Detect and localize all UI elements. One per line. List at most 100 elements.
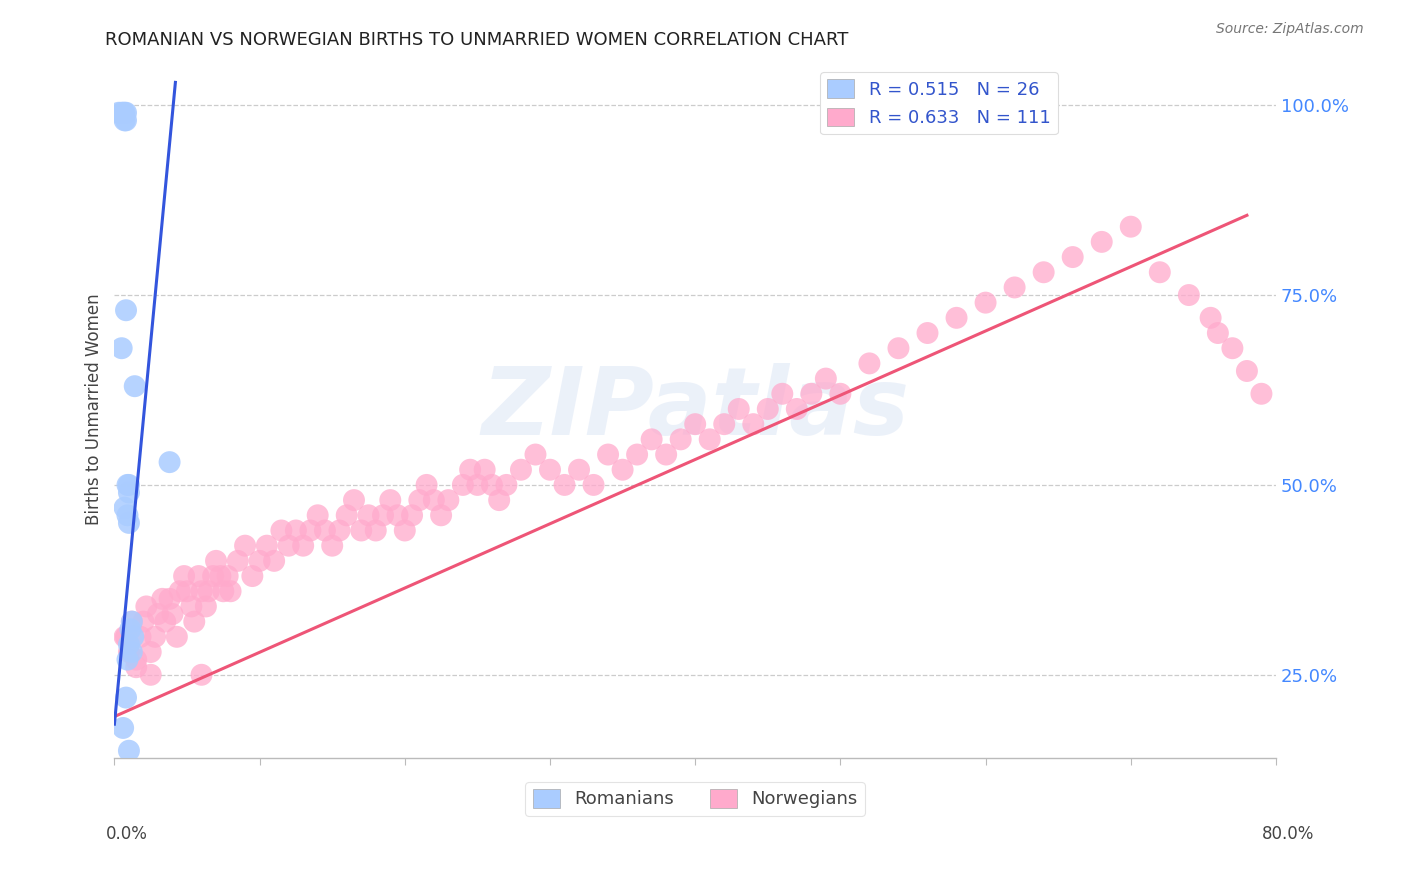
Point bbox=[1206, 326, 1229, 340]
Point bbox=[118, 485, 141, 500]
Point bbox=[256, 539, 278, 553]
Point bbox=[205, 554, 228, 568]
Point bbox=[742, 417, 765, 432]
Point bbox=[190, 667, 212, 681]
Point bbox=[125, 652, 148, 666]
Point bbox=[114, 113, 136, 128]
Point bbox=[121, 615, 143, 629]
Point bbox=[270, 524, 292, 538]
Point bbox=[202, 569, 225, 583]
Point bbox=[139, 645, 162, 659]
Point bbox=[415, 478, 437, 492]
Y-axis label: Births to Unmarried Women: Births to Unmarried Women bbox=[86, 293, 103, 524]
Point bbox=[713, 417, 735, 432]
Point bbox=[162, 607, 184, 621]
Point bbox=[112, 721, 135, 735]
Point bbox=[233, 539, 256, 553]
Point bbox=[1222, 341, 1244, 355]
Point bbox=[143, 630, 166, 644]
Point bbox=[626, 448, 648, 462]
Point bbox=[240, 569, 263, 583]
Point bbox=[120, 622, 142, 636]
Point bbox=[125, 660, 148, 674]
Point bbox=[800, 386, 823, 401]
Text: Source: ZipAtlas.com: Source: ZipAtlas.com bbox=[1216, 22, 1364, 37]
Point bbox=[394, 524, 416, 538]
Point bbox=[169, 584, 191, 599]
Point bbox=[209, 569, 232, 583]
Point bbox=[814, 371, 837, 385]
Point bbox=[321, 539, 343, 553]
Point bbox=[111, 341, 134, 355]
Point bbox=[180, 599, 202, 614]
Point bbox=[488, 493, 510, 508]
Point bbox=[284, 524, 307, 538]
Point bbox=[582, 478, 605, 492]
Point bbox=[150, 591, 173, 606]
Point bbox=[974, 295, 997, 310]
Point bbox=[121, 645, 143, 659]
Point bbox=[481, 478, 503, 492]
Point bbox=[1199, 310, 1222, 325]
Point bbox=[830, 386, 852, 401]
Point bbox=[263, 554, 285, 568]
Point bbox=[467, 478, 489, 492]
Point bbox=[159, 455, 181, 469]
Point bbox=[917, 326, 939, 340]
Point bbox=[699, 433, 721, 447]
Text: 0.0%: 0.0% bbox=[105, 825, 148, 843]
Point bbox=[307, 508, 329, 523]
Point bbox=[115, 113, 138, 128]
Point bbox=[336, 508, 359, 523]
Point bbox=[155, 615, 177, 629]
Point bbox=[176, 584, 198, 599]
Point bbox=[1004, 280, 1026, 294]
Point bbox=[118, 516, 141, 530]
Point bbox=[197, 584, 219, 599]
Point bbox=[770, 386, 793, 401]
Point bbox=[612, 463, 634, 477]
Point bbox=[299, 524, 322, 538]
Point bbox=[430, 508, 453, 523]
Point bbox=[474, 463, 496, 477]
Point bbox=[343, 493, 366, 508]
Point bbox=[371, 508, 394, 523]
Point bbox=[212, 584, 235, 599]
Point bbox=[1032, 265, 1054, 279]
Point bbox=[554, 478, 576, 492]
Point bbox=[756, 401, 779, 416]
Point bbox=[166, 630, 188, 644]
Point bbox=[357, 508, 380, 523]
Point bbox=[437, 493, 460, 508]
Point bbox=[117, 478, 139, 492]
Point bbox=[1119, 219, 1142, 234]
Point bbox=[786, 401, 808, 416]
Point bbox=[226, 554, 249, 568]
Text: ZIPatlas: ZIPatlas bbox=[481, 363, 910, 455]
Point bbox=[683, 417, 706, 432]
Point bbox=[111, 105, 134, 120]
Point bbox=[194, 599, 217, 614]
Point bbox=[117, 652, 139, 666]
Point bbox=[173, 569, 195, 583]
Point bbox=[1178, 288, 1201, 302]
Point bbox=[451, 478, 474, 492]
Point bbox=[669, 433, 692, 447]
Point bbox=[1236, 364, 1258, 378]
Point bbox=[538, 463, 561, 477]
Point bbox=[249, 554, 271, 568]
Point bbox=[187, 569, 209, 583]
Point bbox=[380, 493, 402, 508]
Point bbox=[328, 524, 350, 538]
Point bbox=[118, 645, 141, 659]
Point bbox=[115, 690, 138, 705]
Point bbox=[114, 500, 136, 515]
Point bbox=[115, 105, 138, 120]
Point bbox=[292, 539, 315, 553]
Point bbox=[945, 310, 967, 325]
Point bbox=[727, 401, 749, 416]
Point bbox=[1091, 235, 1114, 249]
Point bbox=[314, 524, 336, 538]
Point bbox=[568, 463, 591, 477]
Point bbox=[112, 105, 135, 120]
